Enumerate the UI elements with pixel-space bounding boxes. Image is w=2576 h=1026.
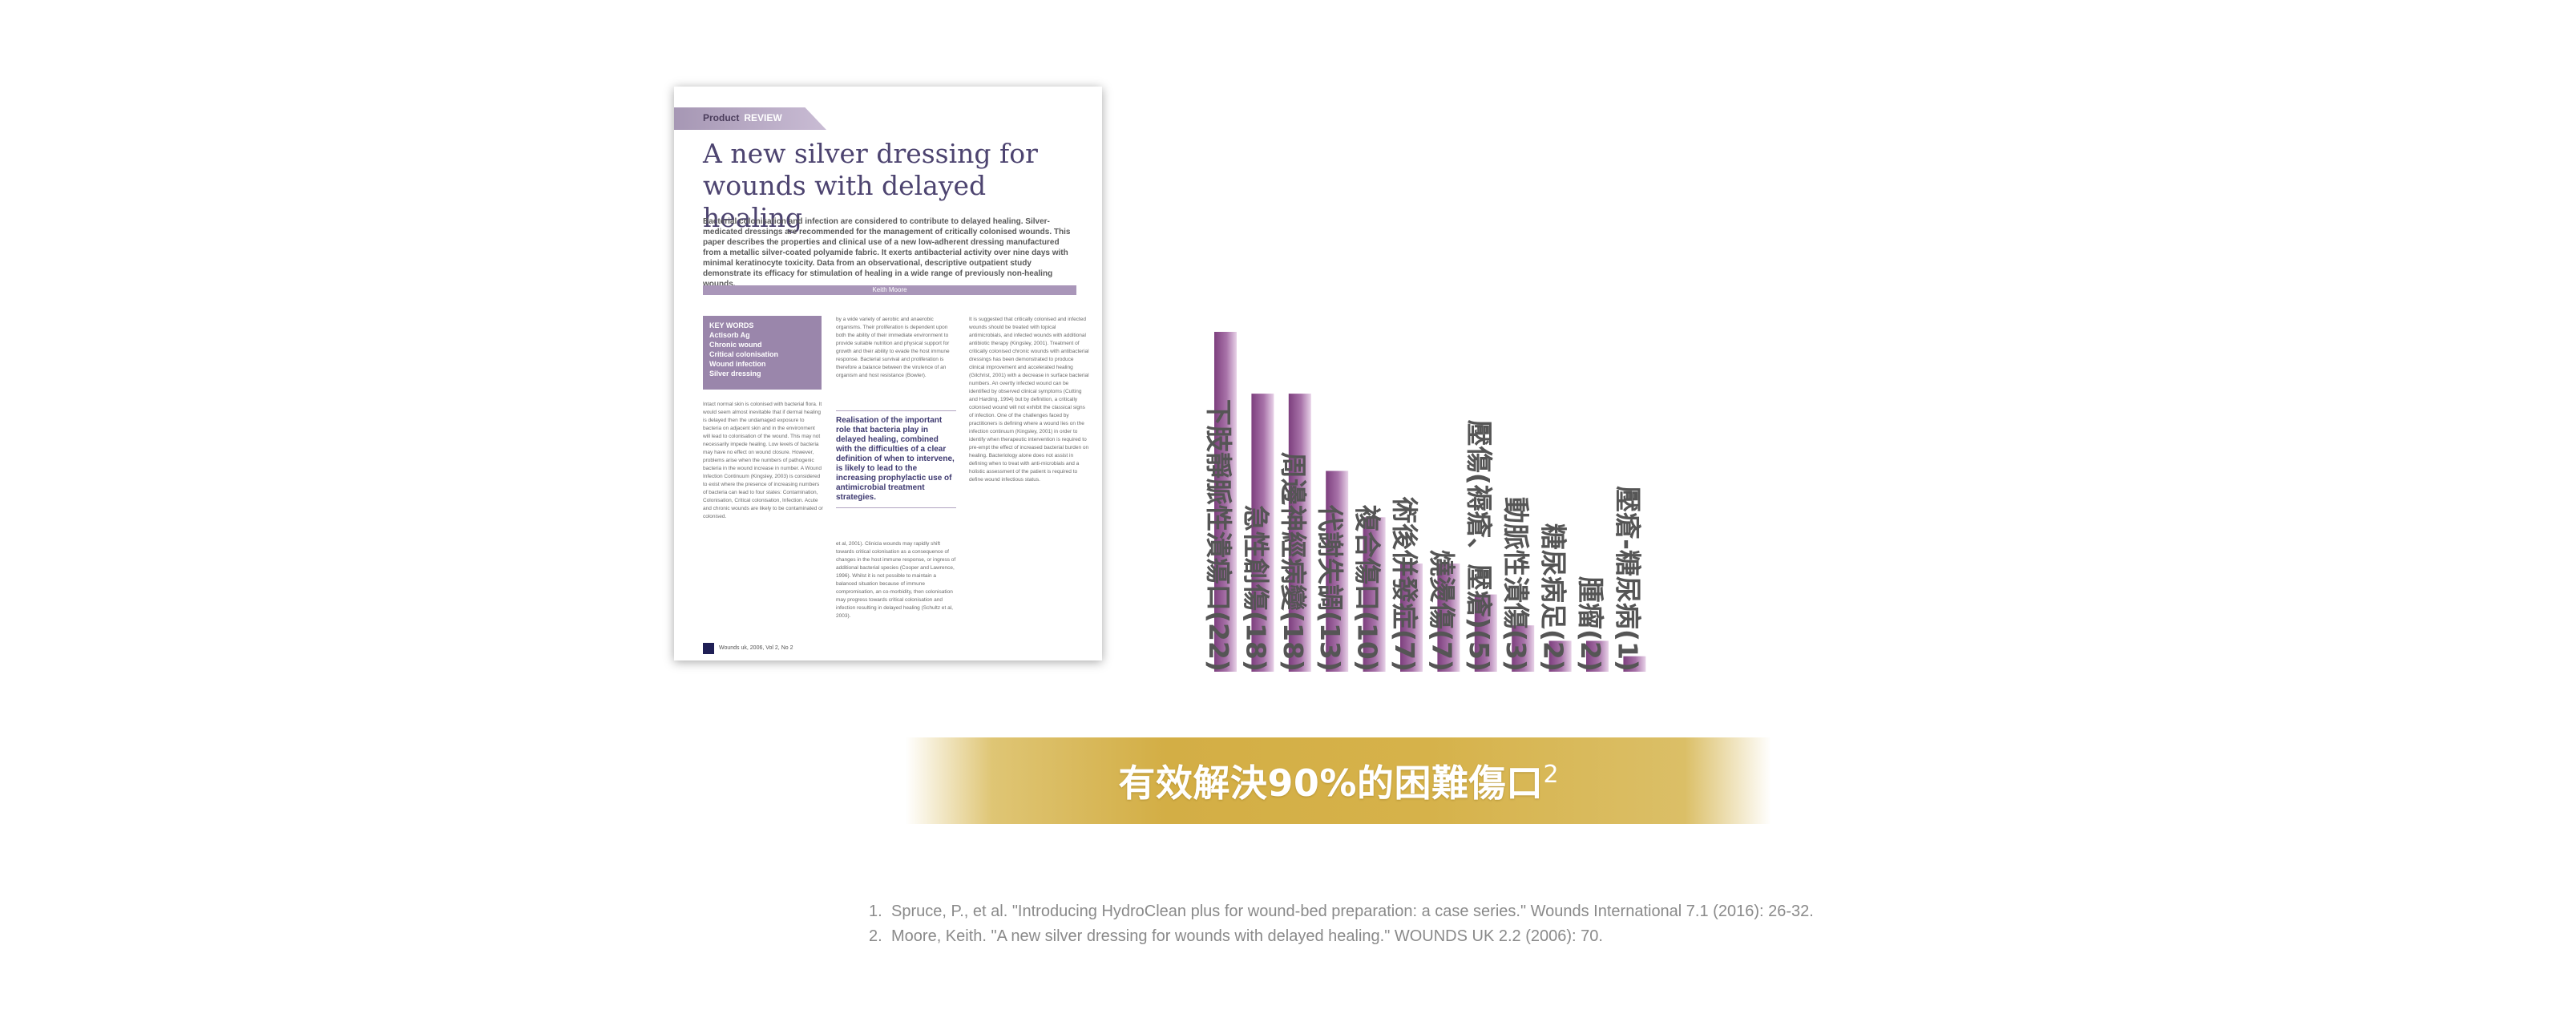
bar-label-9: 糖尿病足(2) (1538, 523, 1569, 672)
article-pull-quote: Realisation of the important role that b… (836, 410, 956, 508)
bar-11 (1623, 656, 1646, 672)
page-number-square (703, 643, 714, 654)
article-tab-accent: REVIEW (744, 112, 782, 123)
bar-label-0: 下肢靜脈性潰瘍口(22) (1203, 399, 1234, 672)
bar-label-10: 腫瘤(2) (1575, 576, 1606, 672)
reference-text: Spruce, P., et al. "Introducing HydroCle… (891, 903, 1814, 920)
bar-10 (1586, 640, 1609, 672)
highlight-banner: 有效解決90%的困難傷口 2 (906, 737, 1771, 824)
bar-8 (1512, 625, 1535, 672)
bar-0 (1214, 332, 1237, 672)
key-word-item: Chronic wound (709, 341, 762, 349)
bar-5 (1400, 563, 1423, 672)
reference-item: 1. Spruce, P., et al. "Introducing HydroC… (869, 899, 2151, 924)
key-words-box: KEY WORDS Actisorb Ag Chronic wound Crit… (703, 316, 822, 390)
bar-label-3: 代謝失調(13) (1314, 504, 1346, 672)
bar-label-4: 複合傷口(10) (1352, 505, 1383, 672)
bar-2 (1288, 394, 1311, 672)
article-section-tab: Product REVIEW (674, 107, 826, 130)
bar-1 (1251, 394, 1274, 672)
reference-item: 2. Moore, Keith. "A new silver dressing f… (869, 924, 2151, 949)
bar-label-group: 下肢靜脈性潰瘍口(22) 急性創傷(18) 周邊神經病變(18) 代謝失調(13) 複合… (1203, 399, 1643, 672)
bar-3 (1326, 471, 1349, 672)
bar-7 (1474, 594, 1497, 672)
bar-label-5: 術後併發症(7) (1389, 496, 1420, 672)
article-column-2b: et al, 2001). Clinicla wounds may rapidl… (836, 541, 956, 619)
banner-superscript: 2 (1543, 760, 1559, 789)
key-word-item: Silver dressing (709, 370, 761, 378)
banner-text: 有效解決90%的困難傷口 (1118, 761, 1544, 805)
article-thumbnail: Product REVIEW A new silver dressing for … (674, 87, 1102, 660)
article-abstract: Bacterial colonisation and infection are… (703, 217, 1071, 289)
reference-number: 1. (869, 903, 882, 920)
article-title: A new silver dressing for wounds with de… (703, 138, 1038, 233)
bar-4 (1363, 517, 1386, 672)
bar-label-1: 急性創傷(18) (1240, 505, 1271, 672)
article-footer: Wounds uk, 2006, Vol 2, No 2 (703, 643, 831, 654)
article-footer-text: Wounds uk, 2006, Vol 2, No 2 (719, 645, 793, 651)
article-column-2: by a wide variety of aerobic and anaerob… (836, 317, 950, 378)
article-column-3: It is suggested that critically colonise… (969, 317, 1089, 483)
key-word-item: Actisorb Ag (709, 331, 750, 339)
bar-label-8: 動脈性潰傷(3) (1500, 497, 1532, 672)
bar-label-11: 壓瘡-糖尿病(1) (1612, 486, 1643, 672)
bar-label-2: 周邊神經病變(18) (1278, 452, 1309, 672)
article-column-1: Intact normal skin is colonised with bac… (703, 402, 823, 519)
bar-6 (1437, 563, 1460, 672)
key-word-item: Wound infection (709, 360, 766, 368)
key-word-item: Critical colonisation (709, 350, 779, 358)
bar-9 (1548, 640, 1572, 672)
bar-label-6: 燒燙傷(7) (1426, 550, 1457, 672)
article-tab-label: Product REVIEW (703, 112, 782, 123)
references-list: 1. Spruce, P., et al. "Introducing HydroC… (869, 899, 2151, 949)
bar-label-7: 壓傷(褥瘡、壓瘡)(5) (1464, 420, 1495, 672)
article-author: Keith Moore (703, 285, 1076, 295)
key-words-title: KEY WORDS (709, 321, 754, 329)
bar-group (1214, 332, 1646, 672)
reference-text: Moore, Keith. "A new silver dressing for… (891, 927, 1603, 945)
reference-number: 2. (869, 927, 882, 945)
